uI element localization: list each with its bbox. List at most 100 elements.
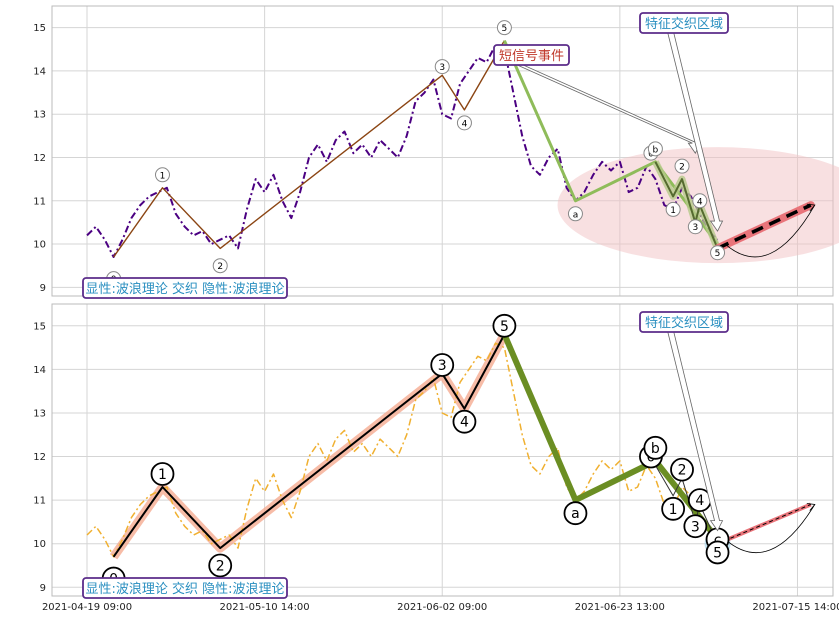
wave-label-circle: [705, 540, 730, 565]
wave-label-text: 1: [669, 502, 678, 518]
wave-label-3: 3: [687, 219, 703, 235]
wave-label-4: 4: [692, 193, 708, 209]
wave-label-text: 4: [695, 493, 704, 509]
wave-label-circle: [710, 245, 726, 261]
wave-label-text: 2: [216, 558, 225, 574]
wave-label-text: 5: [500, 319, 509, 335]
y-tick-label: 11: [33, 196, 46, 207]
short-signal-annotation: 短信号事件: [493, 44, 701, 154]
y-tick-label: 12: [33, 153, 46, 164]
wave-label-text: 5: [502, 24, 508, 34]
method-label-text: 显性:波浪理论 交织 隐性:波浪理论: [85, 281, 284, 297]
annotation-box: [493, 44, 570, 66]
annotation-text: 短信号事件: [499, 49, 564, 64]
feature-zone-annotation: 特征交织区域: [639, 311, 729, 532]
method-label: 显性:波浪理论 交织 隐性:波浪理论: [82, 277, 288, 299]
y-tick-label: 12: [33, 452, 46, 463]
wave-label-1: 1: [154, 167, 170, 183]
y-tick-label: 15: [33, 321, 46, 332]
y-tick-label: 9: [40, 583, 46, 594]
wave-label-a: a: [567, 206, 583, 222]
wave-label-text: 1: [670, 206, 676, 216]
wave-label-4: 4: [456, 115, 472, 131]
impulse-wave-line: [113, 40, 506, 258]
wave-label-1: 1: [665, 201, 681, 217]
annotation-text: 特征交织区域: [645, 16, 723, 32]
wave-label-text: b: [651, 441, 660, 457]
y-tick-label: 9: [40, 283, 46, 294]
wave-label-1: 1: [150, 462, 175, 486]
wave-label-5: 5: [492, 313, 517, 338]
wave-label-5: 5: [705, 540, 730, 565]
plot-frame: [51, 303, 834, 597]
wave-label-circle: [661, 496, 686, 521]
forecast-arc: [725, 504, 816, 554]
wave-label-circle: [208, 553, 233, 578]
annotation-arrow: [667, 32, 724, 232]
wave-label-text: 2: [678, 463, 687, 479]
impulse-wave-line: [112, 334, 506, 558]
wave-label-text: 1: [158, 467, 167, 483]
wave-label-2: 2: [670, 457, 694, 482]
forecast-line: [716, 203, 812, 250]
y-tick-label: 15: [33, 23, 46, 34]
wave-label-circle: [665, 201, 681, 217]
x-tick-label: 2021-06-23 13:00: [575, 602, 665, 613]
forecast-arc: [725, 204, 816, 258]
wave-label-text: a: [571, 506, 580, 522]
wave-label-text: a: [573, 210, 579, 220]
wave-label-text: 4: [460, 415, 469, 431]
plot-frame: [51, 5, 834, 297]
y-tick-label: 14: [33, 66, 46, 77]
y-tick-label: 13: [33, 110, 46, 121]
wave-label-a: a: [563, 501, 588, 526]
wave-label-circle: [496, 20, 512, 36]
wave-label-text: c: [714, 532, 722, 548]
annotation-box: [639, 12, 729, 34]
wave-label-circle: [434, 59, 450, 75]
top-panel: 9101112131415012345a0b12345短信号事件特征交织区域显性…: [33, 5, 839, 299]
wave-label-3: 3: [683, 514, 708, 539]
wave-label-circle: [692, 193, 708, 209]
wave-label-3: 3: [430, 353, 455, 377]
wave-label-text: 2: [217, 262, 223, 272]
wave-label-circle: [683, 514, 708, 539]
wave-label-circle: [430, 353, 455, 377]
wave-label-text: 3: [691, 519, 700, 535]
wave-label-text: 3: [439, 63, 445, 73]
price-series-line: [86, 44, 719, 258]
annotation-arrow: [517, 64, 701, 154]
wave-label-circle: [563, 501, 588, 526]
wave-label-text: 5: [713, 545, 722, 561]
wave-label-2: 2: [212, 258, 228, 274]
y-tick-label: 13: [33, 408, 46, 419]
wave-label-text: 3: [438, 358, 447, 374]
wave-label-text: 5: [715, 249, 721, 259]
wave-label-5: 5: [496, 20, 512, 36]
wave-label-b: b: [647, 141, 663, 157]
wave-label-circle: [492, 313, 517, 338]
y-tick-label: 14: [33, 365, 46, 376]
wave-label-circle: [670, 457, 694, 482]
y-tick-label: 10: [33, 539, 46, 550]
wave-label-text: 3: [692, 223, 698, 233]
wave-label-3: 3: [434, 59, 450, 75]
wave-label-text: b: [653, 145, 659, 155]
wave-label-circle: [643, 435, 668, 460]
method-label-text: 显性:波浪理论 交织 隐性:波浪理论: [85, 581, 284, 597]
wave-label-circle: [674, 158, 690, 174]
wave-label-5: 5: [710, 245, 726, 261]
wave-label-text: 2: [679, 163, 685, 173]
annotation-text: 特征交织区域: [645, 315, 723, 331]
x-tick-label: 2021-04-19 09:00: [42, 602, 132, 613]
corrective-wave-line: [501, 333, 720, 542]
wave-label-circle: [567, 206, 583, 222]
wave-label-text: 4: [462, 119, 468, 129]
x-tick-label: 2021-06-02 09:00: [397, 602, 487, 613]
wave-label-circle: [452, 409, 477, 434]
wave-label-text: 4: [697, 197, 703, 207]
y-tick-label: 11: [33, 496, 46, 507]
forecast-arc-head: [806, 503, 816, 511]
